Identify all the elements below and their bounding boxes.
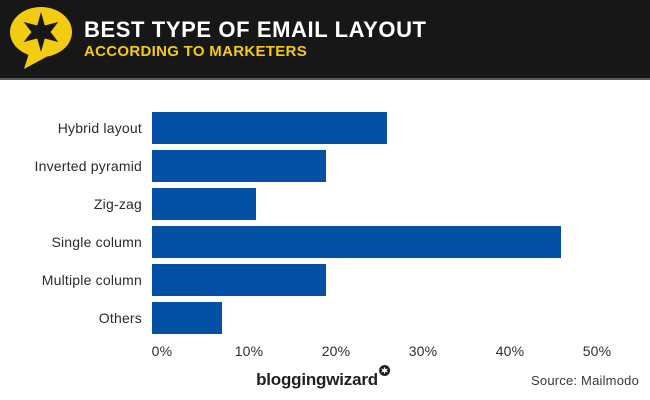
header-text-block: BEST TYPE OF EMAIL LAYOUT ACCORDING TO M… bbox=[84, 17, 427, 60]
category-label: Others bbox=[98, 310, 142, 326]
source-attribution: Source: Mailmodo bbox=[531, 373, 639, 388]
category-label: Single column bbox=[51, 234, 142, 250]
chart-row: Single column bbox=[0, 226, 650, 258]
x-tick-label: 50% bbox=[582, 343, 612, 359]
x-tick-label: 30% bbox=[408, 343, 438, 359]
category-label: Zig-zag bbox=[93, 196, 142, 212]
x-tick-label: 40% bbox=[495, 343, 525, 359]
data-bar bbox=[152, 188, 257, 220]
brand-wordmark: bloggingwizard bbox=[256, 361, 390, 390]
data-bar bbox=[152, 112, 387, 144]
bar-track bbox=[152, 112, 587, 144]
bar-track bbox=[152, 188, 587, 220]
bar-track bbox=[152, 302, 587, 334]
chart-row: Zig-zag bbox=[0, 188, 650, 220]
bar-track bbox=[152, 226, 587, 258]
bar-chart: Hybrid layout Inverted pyramid Zig-zag Sing… bbox=[0, 112, 650, 363]
brand-bubble-icon bbox=[378, 361, 390, 381]
x-axis: 0% 10% 20% 30% 40% 50% bbox=[152, 343, 611, 363]
data-bar bbox=[152, 264, 326, 296]
brand-logo bbox=[10, 6, 74, 72]
chart-row: Hybrid layout bbox=[0, 112, 650, 144]
data-bar bbox=[152, 150, 326, 182]
category-label: Inverted pyramid bbox=[34, 158, 142, 174]
category-label: Hybrid layout bbox=[57, 120, 142, 136]
speech-bubble-star-icon bbox=[10, 7, 72, 69]
chart-row: Multiple column bbox=[0, 264, 650, 296]
x-tick-label: 20% bbox=[321, 343, 351, 359]
category-label: Multiple column bbox=[41, 272, 142, 288]
bar-track bbox=[152, 150, 587, 182]
bar-rows: Hybrid layout Inverted pyramid Zig-zag Sing… bbox=[0, 112, 650, 334]
data-bar bbox=[152, 226, 561, 258]
page-subtitle: ACCORDING TO MARKETERS bbox=[84, 43, 307, 60]
chart-row: Inverted pyramid bbox=[0, 150, 650, 182]
bar-track bbox=[152, 264, 587, 296]
brand-name: bloggingwizard bbox=[256, 370, 378, 389]
x-tick-label: 10% bbox=[234, 343, 264, 359]
x-tick-label: 0% bbox=[151, 343, 173, 359]
data-bar bbox=[152, 302, 222, 334]
page-title: BEST TYPE OF EMAIL LAYOUT bbox=[84, 17, 427, 42]
header-banner: BEST TYPE OF EMAIL LAYOUT ACCORDING TO M… bbox=[0, 0, 650, 80]
chart-row: Others bbox=[0, 302, 650, 334]
